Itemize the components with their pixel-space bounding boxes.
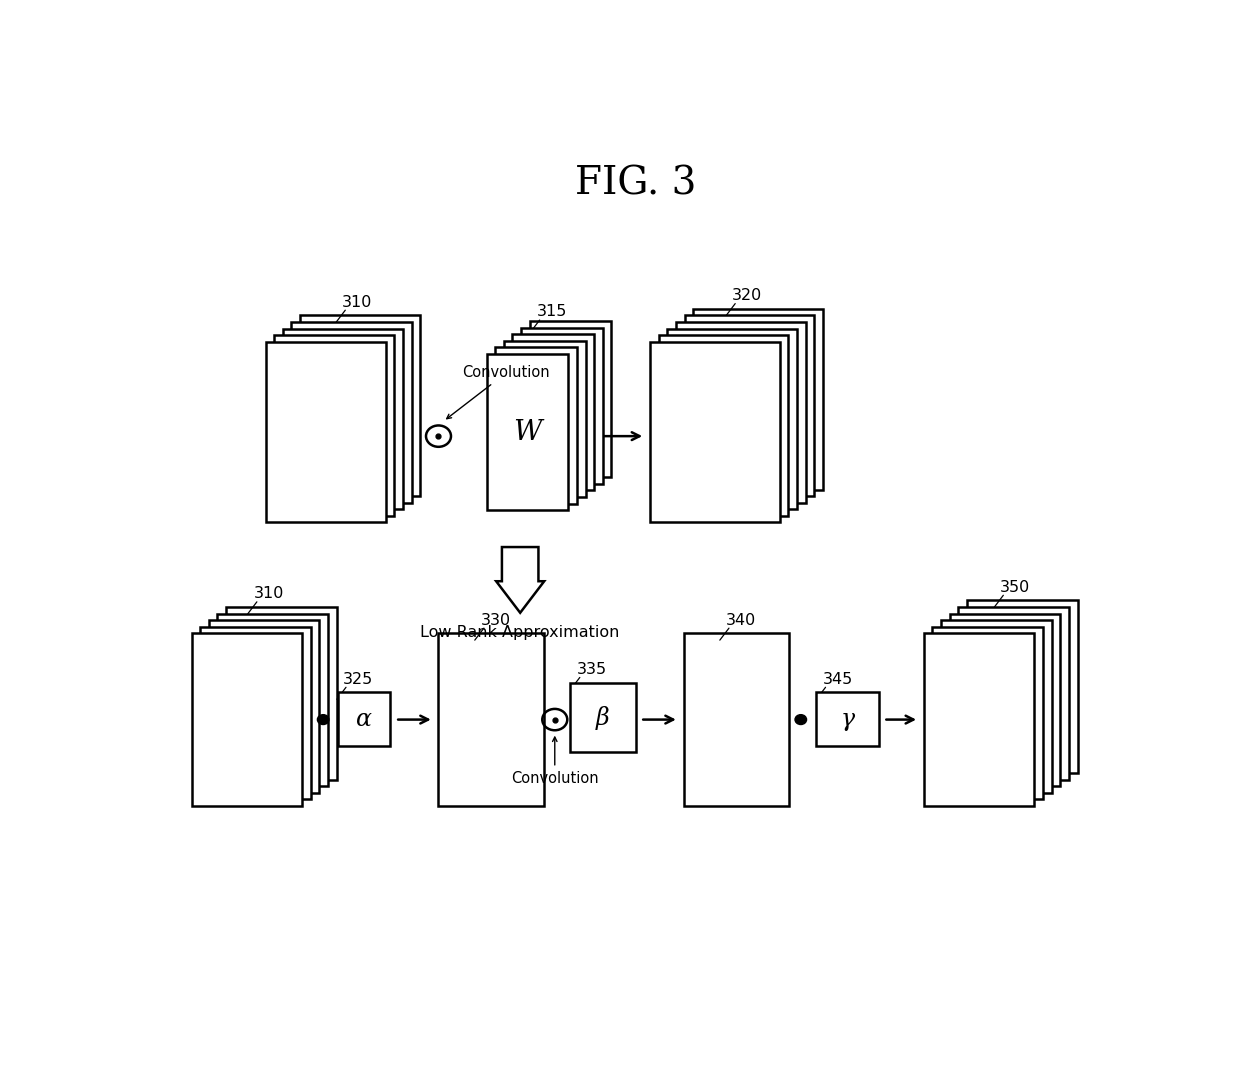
Text: α: α — [356, 707, 372, 731]
Text: Convolution: Convolution — [511, 737, 599, 785]
Bar — [650, 341, 780, 523]
Bar — [495, 348, 577, 504]
Bar — [486, 354, 568, 510]
Text: 320: 320 — [732, 288, 763, 303]
Text: 340: 340 — [725, 612, 756, 627]
Text: 315: 315 — [537, 304, 567, 319]
Bar — [200, 626, 311, 799]
Bar — [283, 329, 403, 509]
Bar — [226, 607, 336, 780]
Bar — [683, 634, 790, 806]
Bar — [667, 329, 797, 509]
Text: Low Rank Approximation: Low Rank Approximation — [420, 625, 620, 640]
Text: FIG. 3: FIG. 3 — [575, 165, 696, 202]
Text: 350: 350 — [1001, 579, 1030, 594]
Bar — [512, 334, 594, 491]
Bar — [300, 316, 420, 496]
Polygon shape — [496, 547, 544, 612]
Bar — [924, 634, 1034, 806]
Bar — [950, 614, 1060, 786]
Bar — [191, 634, 303, 806]
Circle shape — [317, 715, 329, 724]
Bar — [693, 308, 823, 490]
Bar — [967, 601, 1078, 773]
Text: 330: 330 — [481, 612, 511, 627]
Bar — [337, 692, 391, 746]
Bar — [941, 620, 1052, 793]
Bar — [529, 321, 611, 477]
Bar — [816, 692, 879, 746]
Bar — [570, 683, 635, 752]
Bar — [932, 626, 1043, 799]
Circle shape — [795, 715, 806, 724]
Text: β: β — [596, 705, 610, 730]
Text: 335: 335 — [577, 662, 606, 676]
Bar — [208, 620, 320, 793]
Text: 310: 310 — [342, 294, 372, 309]
Text: Convolution: Convolution — [446, 365, 551, 418]
Bar — [291, 322, 412, 503]
Bar — [274, 335, 394, 515]
Text: 310: 310 — [254, 586, 284, 602]
Bar — [217, 614, 327, 786]
Bar — [658, 335, 789, 515]
Text: W: W — [513, 418, 542, 446]
Bar — [521, 328, 603, 483]
Bar — [676, 322, 806, 503]
Text: 345: 345 — [822, 672, 853, 687]
Bar — [439, 634, 544, 806]
Text: γ: γ — [841, 707, 854, 731]
Bar — [684, 316, 815, 496]
Bar — [959, 607, 1069, 780]
Bar — [265, 341, 386, 523]
Text: 325: 325 — [343, 672, 373, 687]
Bar — [503, 340, 585, 497]
